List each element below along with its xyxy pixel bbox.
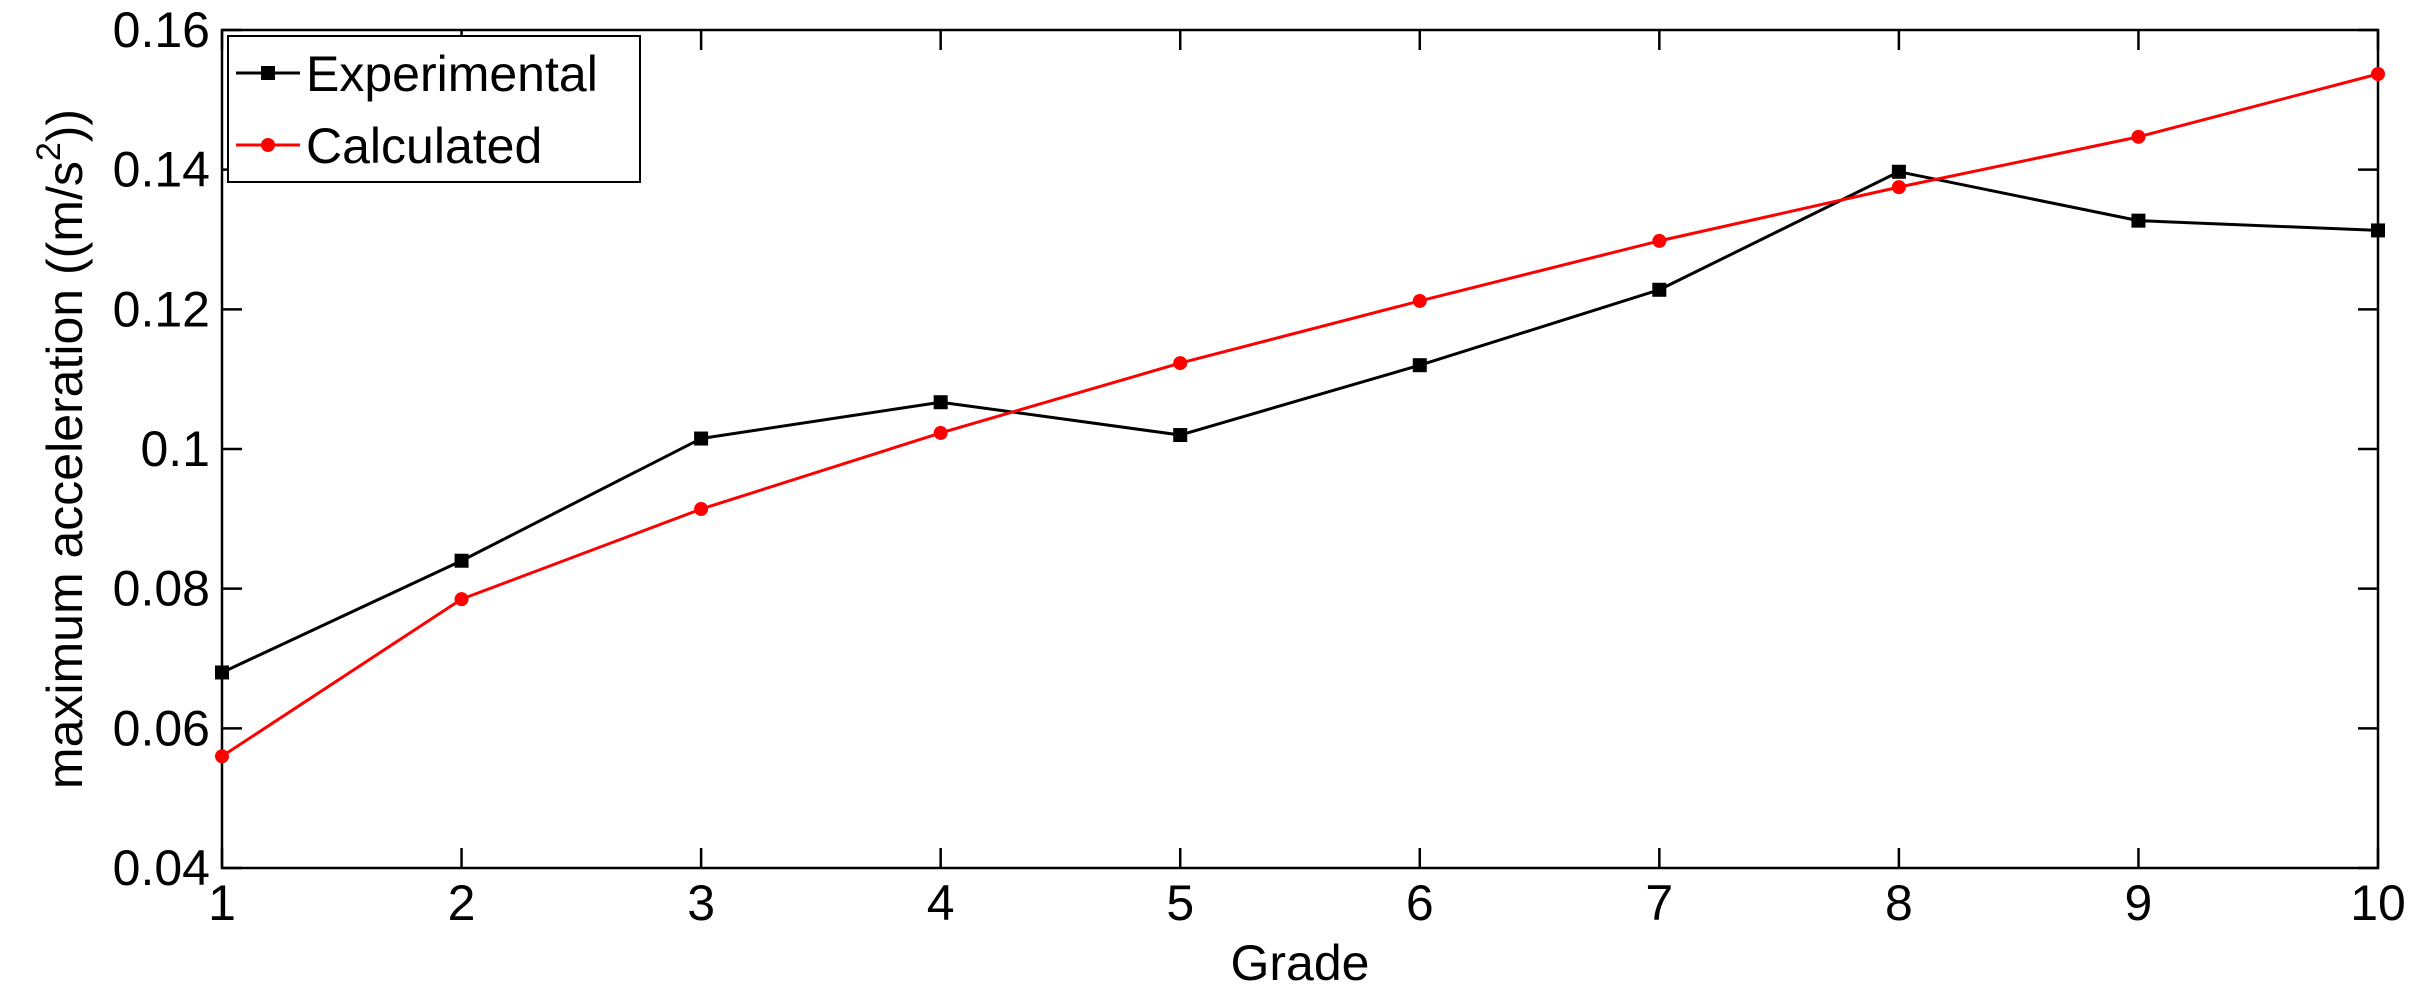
data-point-calculated (1652, 233, 1667, 248)
data-point-calculated (1891, 180, 1906, 195)
y-tick-label: 0.16 (113, 2, 210, 58)
x-tick-label: 5 (1166, 875, 1194, 931)
y-axis-title-suffix: )) (37, 109, 93, 142)
data-point-calculated (2131, 129, 2146, 144)
data-point-experimental (215, 665, 229, 680)
legend-box (227, 35, 641, 183)
x-tick-label: 6 (1406, 875, 1434, 931)
data-point-calculated (454, 592, 469, 607)
series-calculated (215, 66, 2385, 764)
legend-marker-experimental (261, 66, 275, 80)
series-line-experimental (221, 170, 2379, 674)
legend-marker-calculated (261, 138, 275, 152)
x-tick-label: 1 (208, 875, 236, 931)
legend: Experimental Calculated (227, 35, 641, 183)
y-tick-label: 0.06 (113, 700, 210, 756)
data-point-experimental (1173, 428, 1188, 443)
x-tick-label: 9 (2125, 875, 2153, 931)
data-point-calculated (2371, 66, 2385, 81)
y-tick-label: 0.04 (113, 840, 210, 896)
legend-entry-calculated: Calculated (236, 118, 542, 174)
data-point-calculated (1173, 356, 1188, 371)
data-point-experimental (2371, 223, 2385, 238)
data-point-calculated (694, 502, 709, 517)
data-point-experimental (1891, 164, 1906, 179)
legend-entry-experimental: Experimental (236, 46, 598, 102)
data-point-calculated (215, 749, 229, 764)
x-tick-label: 3 (687, 875, 715, 931)
x-tick-label: 10 (2350, 875, 2406, 931)
axis-ticks: 1 2 3 4 5 6 7 8 9 10 0.04 0.06 0.08 0.1 0.12 0.14 0.16 (113, 2, 2406, 931)
y-axis-title-main: maximum acceleration ((m/s (37, 161, 93, 789)
y-tick-label: 0.08 (113, 561, 210, 617)
legend-label-experimental: Experimental (306, 46, 598, 102)
data-point-experimental (2131, 213, 2146, 228)
data-point-calculated (1412, 293, 1427, 308)
legend-label-calculated: Calculated (306, 118, 542, 174)
y-tick-label: 0.12 (113, 281, 210, 337)
data-point-experimental (1652, 282, 1667, 297)
x-tick-label: 4 (927, 875, 955, 931)
data-point-experimental (694, 431, 709, 446)
series-line-calculated (221, 72, 2379, 758)
y-tick-label: 0.1 (140, 421, 210, 477)
data-point-experimental (454, 553, 469, 568)
data-point-experimental (1412, 358, 1427, 373)
data-point-experimental (933, 395, 948, 410)
x-tick-label: 8 (1885, 875, 1913, 931)
series-experimental (215, 164, 2385, 680)
series-layer (215, 66, 2385, 764)
x-tick-label: 7 (1645, 875, 1673, 931)
y-axis-title-superscript: 2 (30, 142, 68, 161)
y-tick-label: 0.14 (113, 142, 210, 198)
x-tick-label: 2 (448, 875, 476, 931)
x-axis-title: Grade (1231, 935, 1370, 991)
data-point-calculated (933, 425, 948, 440)
y-axis-title: maximum acceleration ((m/s2)) (30, 109, 93, 789)
